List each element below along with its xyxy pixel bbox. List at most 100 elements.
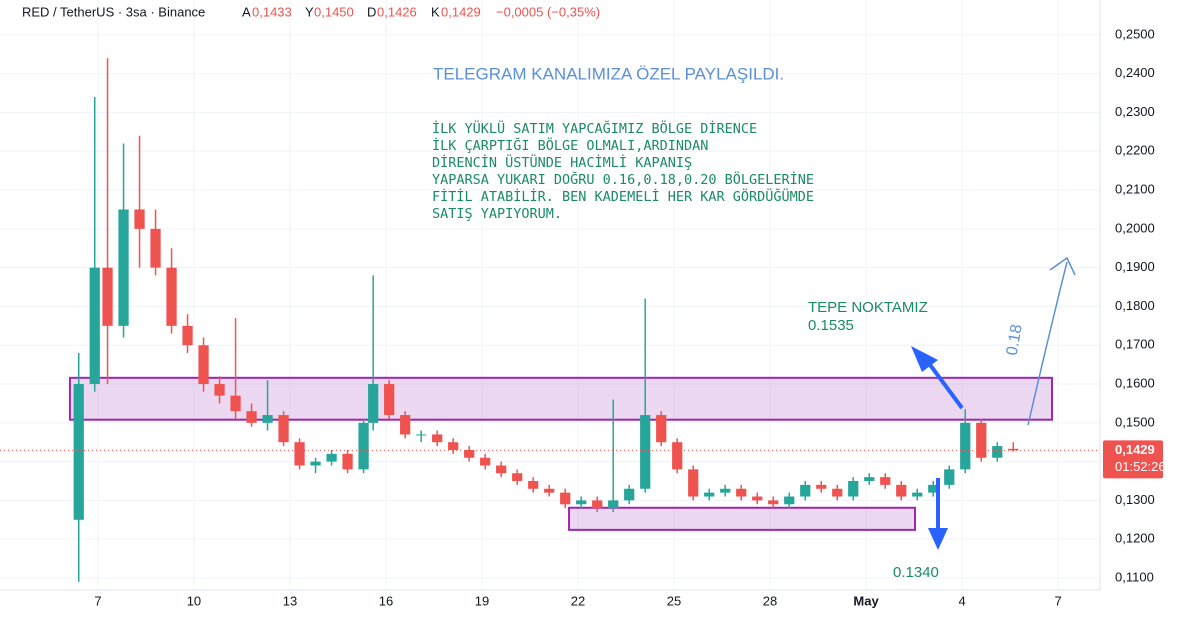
y-tick-label: 0,1600 <box>1115 375 1155 390</box>
bottom-label: 0.1340 <box>893 564 939 581</box>
arrow-head <box>1049 256 1076 276</box>
candle-body <box>560 492 571 505</box>
plot <box>0 0 1100 590</box>
target-label: 0.18 <box>1004 323 1026 357</box>
candle-body <box>896 484 907 497</box>
candle-body <box>816 484 827 489</box>
candle-body <box>544 488 555 493</box>
candle-body <box>576 500 587 505</box>
candle-body <box>496 465 507 474</box>
candle-body <box>230 395 241 412</box>
arrows <box>911 256 1076 550</box>
candle-body <box>310 461 321 466</box>
candle-body <box>640 415 651 489</box>
ohlc-key: A <box>242 4 251 19</box>
ohlc-key: D <box>367 4 376 19</box>
x-tick-label: 28 <box>763 593 777 608</box>
candle-body <box>864 477 875 481</box>
candle-body <box>1008 448 1019 451</box>
price-tag-value: 0,1429 <box>1115 442 1155 457</box>
candle-body <box>262 415 273 423</box>
candle-body <box>848 480 859 497</box>
candle-body <box>752 496 763 501</box>
candle-body <box>400 415 411 435</box>
note-line: FİTİL ATABİLİR. BEN KADEMELİ HER KAR GÖR… <box>432 187 814 205</box>
candle-body <box>368 384 379 423</box>
x-tick-label: 10 <box>187 593 201 608</box>
y-tick-label: 0,1500 <box>1115 414 1155 429</box>
candle-body <box>416 434 427 436</box>
candle-body <box>880 477 891 485</box>
x-tick-label: 7 <box>1054 593 1061 608</box>
ohlc-value: 0,1433 <box>252 4 292 19</box>
note-line: İLK ÇARPTIĞI BÖLGE OLMALI,ARDINDAN <box>432 136 708 154</box>
candle-body <box>73 384 84 520</box>
candle-body <box>928 484 939 493</box>
candle-body <box>912 492 923 497</box>
note-line: YAPARSA YUKARI DOĞRU 0.16,0.18,0.20 BÖLG… <box>432 170 814 188</box>
candle-body <box>278 415 289 443</box>
x-tick-label: 7 <box>94 593 101 608</box>
y-tick-label: 0,2100 <box>1115 182 1155 197</box>
y-tick-label: 0,2300 <box>1115 104 1155 119</box>
candle-body <box>182 325 193 346</box>
candle-body <box>198 345 209 385</box>
candle-body <box>448 442 459 450</box>
y-tick-label: 0,2000 <box>1115 220 1155 235</box>
arrow-head <box>928 528 948 550</box>
candle-body <box>656 415 667 443</box>
candle-body <box>688 469 699 497</box>
candle-body <box>89 267 100 385</box>
candle-body <box>832 488 843 497</box>
x-tick-label: 4 <box>958 593 965 608</box>
y-tick-label: 0,1200 <box>1115 531 1155 546</box>
candle-body <box>784 496 795 505</box>
note-line: İLK YÜKLÜ SATIM YAPCAĞIMIZ BÖLGE DİRENCE <box>432 119 757 137</box>
x-tick-label: 25 <box>667 593 681 608</box>
candle-body <box>118 209 129 326</box>
candle-body <box>624 488 635 501</box>
y-tick-label: 0,2500 <box>1115 26 1155 41</box>
y-tick-label: 0,1900 <box>1115 259 1155 274</box>
candle-body <box>134 209 145 229</box>
x-tick-label: 16 <box>379 593 393 608</box>
annotation-telegram: TELEGRAM KANALIMIZA ÖZEL PAYLAŞILDI. <box>433 64 784 83</box>
candle-body <box>166 267 177 326</box>
ohlc-value: 0,1429 <box>441 4 481 19</box>
candle-body <box>358 422 369 470</box>
zone <box>568 506 917 531</box>
candle-body <box>480 457 491 466</box>
ohlc-value: 0,1450 <box>314 4 354 19</box>
candle-body <box>736 488 747 497</box>
candle-body <box>246 411 257 423</box>
candle-body <box>294 442 305 466</box>
header: RED / TetherUS · 3sa · Binance A 0,1433 … <box>22 4 600 19</box>
price-tag <box>1103 440 1163 479</box>
candle-body <box>432 434 443 443</box>
candle-body <box>992 446 1003 458</box>
peak-title: TEPE NOKTAMIZ <box>808 299 928 316</box>
x-tick-label: May <box>853 593 879 608</box>
annotation-note: İLK YÜKLÜ SATIM YAPCAĞIMIZ BÖLGE DİRENCE… <box>432 119 814 222</box>
candle-body <box>592 500 603 509</box>
symbol: RED / TetherUS · 3sa · Binance <box>22 4 205 19</box>
candle-body <box>720 488 731 493</box>
y-tick-label: 0,1700 <box>1115 337 1155 352</box>
x-tick-label: 22 <box>571 593 585 608</box>
target-arrow <box>1027 261 1068 426</box>
candle-body <box>944 469 955 485</box>
ohlc-key: Y <box>305 4 314 19</box>
ohlc-value: 0,1426 <box>377 4 417 19</box>
peak-arrow <box>926 360 964 410</box>
candle-body <box>150 228 161 268</box>
ohlc-key: K <box>431 4 440 19</box>
y-tick-label: 0,1300 <box>1115 492 1155 507</box>
x-tick-label: 19 <box>475 593 489 608</box>
candle-body <box>214 384 225 396</box>
arrow-head <box>911 346 938 372</box>
y-tick-label: 0,1800 <box>1115 298 1155 313</box>
change: −0,0005 (−0,35%) <box>496 4 600 19</box>
